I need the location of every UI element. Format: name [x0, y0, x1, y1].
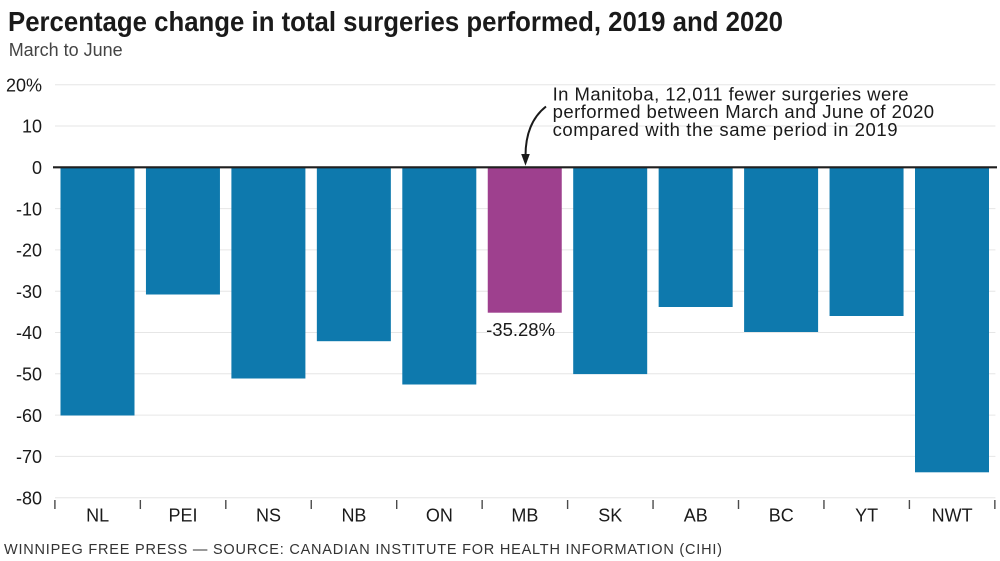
svg-text:SK: SK — [598, 506, 622, 526]
svg-text:-50: -50 — [16, 365, 42, 385]
svg-text:20%: 20% — [6, 75, 42, 95]
svg-text:In Manitoba, 12,011 fewer surg: In Manitoba, 12,011 fewer surgeries were — [553, 84, 909, 105]
svg-text:-30: -30 — [16, 282, 42, 302]
svg-text:0: 0 — [32, 158, 42, 178]
svg-text:NB: NB — [341, 506, 366, 526]
svg-text:NL: NL — [86, 506, 109, 526]
svg-text:BC: BC — [769, 506, 794, 526]
svg-text:-40: -40 — [16, 323, 42, 343]
svg-text:performed between March and Ju: performed between March and June of 2020 — [553, 101, 935, 122]
svg-text:March to June: March to June — [9, 39, 123, 60]
svg-text:compared with the same period: compared with the same period in 2019 — [553, 119, 898, 140]
svg-text:NS: NS — [256, 506, 281, 526]
svg-text:-35.28%: -35.28% — [486, 319, 555, 340]
svg-text:AB: AB — [684, 506, 708, 526]
svg-text:YT: YT — [855, 506, 878, 526]
svg-text:-10: -10 — [16, 199, 42, 219]
svg-text:-80: -80 — [16, 488, 42, 508]
svg-text:-20: -20 — [16, 241, 42, 261]
svg-text:WINNIPEG FREE PRESS — SOURCE:: WINNIPEG FREE PRESS — SOURCE: CANADIAN I… — [4, 542, 722, 558]
svg-text:-70: -70 — [16, 447, 42, 467]
svg-text:-60: -60 — [16, 406, 42, 426]
svg-text:MB: MB — [511, 506, 538, 526]
svg-text:ON: ON — [426, 506, 453, 526]
svg-text:10: 10 — [22, 117, 42, 137]
svg-text:NWT: NWT — [932, 506, 973, 526]
svg-text:Percentage change in total sur: Percentage change in total surgeries per… — [8, 6, 783, 37]
svg-text:PEI: PEI — [169, 506, 198, 526]
